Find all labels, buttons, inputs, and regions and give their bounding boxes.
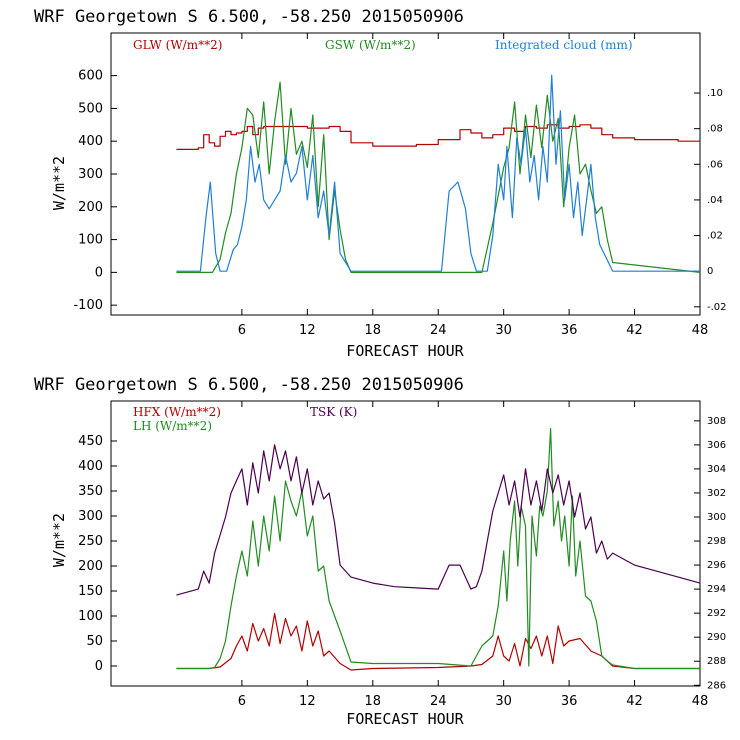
- y-tick-label: 250: [78, 534, 103, 549]
- y2-tick-label: .04: [707, 195, 723, 206]
- legend-cloud: Integrated cloud (mm): [495, 38, 633, 52]
- legend-gsw: GSW (W/m**2): [325, 38, 416, 52]
- y-tick-label: 200: [78, 559, 103, 574]
- y2-tick-label: 300: [707, 512, 726, 523]
- y2-tick-label: 294: [707, 584, 726, 595]
- x-tick-label: 18: [365, 694, 382, 709]
- x-tick-label: 30: [495, 323, 512, 338]
- y-tick-label: 300: [78, 509, 103, 524]
- x-axis-label-top: FORECAST HOUR: [346, 342, 464, 360]
- y-tick-label: 600: [78, 69, 103, 84]
- y2-tick-label: 302: [707, 488, 726, 499]
- chart-title-bottom: WRF Georgetown S 6.500, -58.250 20150509…: [34, 375, 464, 395]
- y2-tick-label: 308: [707, 416, 726, 427]
- series-line-integrated: [176, 74, 700, 272]
- x-axis-label-bottom: FORECAST HOUR: [346, 710, 464, 728]
- y-tick-label: 500: [78, 101, 103, 116]
- y-tick-label: 100: [78, 233, 103, 248]
- legend-tsk: TSK (K): [310, 405, 357, 419]
- legend-hfx: HFX (W/m**2): [133, 405, 221, 419]
- series-line-gsw: [176, 81, 701, 273]
- x-tick-label: 36: [561, 694, 578, 709]
- axis-ticks-top: 6 12 18 24 30 36 42 48 -100 0 100 200 300 400 500 600 -.…: [73, 33, 727, 338]
- x-tick-label: 6: [238, 323, 246, 338]
- y-tick-label: 400: [78, 459, 103, 474]
- y-tick-label: 150: [78, 584, 103, 599]
- plot-frame-bottom: [110, 400, 701, 687]
- y2-tick-label: .02: [707, 231, 723, 242]
- chart-title-top: WRF Georgetown S 6.500, -58.250 20150509…: [34, 7, 464, 27]
- series-layer-bottom: [176, 427, 701, 671]
- y-tick-label: 0: [95, 265, 103, 280]
- x-tick-label: 24: [430, 694, 447, 709]
- y-tick-label: 450: [78, 434, 103, 449]
- chart-panel-bottom: WRF Georgetown S 6.500, -58.250 20150509…: [34, 375, 726, 728]
- y2-tick-label: 298: [707, 536, 726, 547]
- x-tick-label: 12: [299, 323, 316, 338]
- series-line-lh: [176, 427, 700, 670]
- y2-tick-label: 288: [707, 656, 726, 667]
- legend-glw: GLW (W/m**2): [133, 38, 222, 52]
- y2-tick-label: 304: [707, 464, 726, 475]
- x-tick-label: 42: [626, 323, 643, 338]
- series-line-glw: [176, 124, 700, 150]
- y2-tick-label: 290: [707, 632, 726, 643]
- x-tick-label: 48: [692, 323, 709, 338]
- y-tick-label: 50: [86, 634, 103, 649]
- y-tick-label: -100: [73, 298, 103, 313]
- y2-tick-label: -.02: [707, 302, 727, 313]
- chart-panel-top: WRF Georgetown S 6.500, -58.250 20150509…: [34, 7, 727, 360]
- axis-ticks-bottom: 6 12 18 24 30 36 42 48 0 50 100 150 200 250 300 350 400 4…: [78, 401, 726, 709]
- series-line-hfx: [176, 612, 700, 671]
- y2-tick-label: .08: [707, 124, 723, 135]
- y-tick-label: 300: [78, 167, 103, 182]
- y-tick-label: 350: [78, 484, 103, 499]
- y-axis-label-bottom: W/m**2: [50, 513, 68, 567]
- legend-lh: LH (W/m**2): [133, 419, 212, 433]
- y-tick-label: 100: [78, 609, 103, 624]
- x-tick-label: 36: [561, 323, 578, 338]
- y2-tick-label: 286: [707, 680, 726, 691]
- x-tick-label: 18: [365, 323, 382, 338]
- series-line-tsk: [176, 444, 701, 596]
- y2-tick-label: .10: [707, 88, 723, 99]
- y2-tick-label: 0: [707, 266, 713, 277]
- x-tick-label: 42: [626, 694, 643, 709]
- x-tick-label: 12: [299, 694, 316, 709]
- x-tick-label: 24: [430, 323, 447, 338]
- y-axis-label-top: W/m**2: [50, 156, 68, 210]
- x-tick-label: 30: [495, 694, 512, 709]
- x-tick-label: 6: [238, 694, 246, 709]
- series-layer-top: [176, 74, 701, 273]
- y-tick-label: 0: [95, 659, 103, 674]
- y-tick-label: 400: [78, 134, 103, 149]
- x-tick-label: 48: [692, 694, 709, 709]
- y2-tick-label: 306: [707, 440, 726, 451]
- y-tick-label: 200: [78, 200, 103, 215]
- y2-tick-label: 292: [707, 608, 726, 619]
- y2-tick-label: 296: [707, 560, 726, 571]
- y2-tick-label: .06: [707, 159, 723, 170]
